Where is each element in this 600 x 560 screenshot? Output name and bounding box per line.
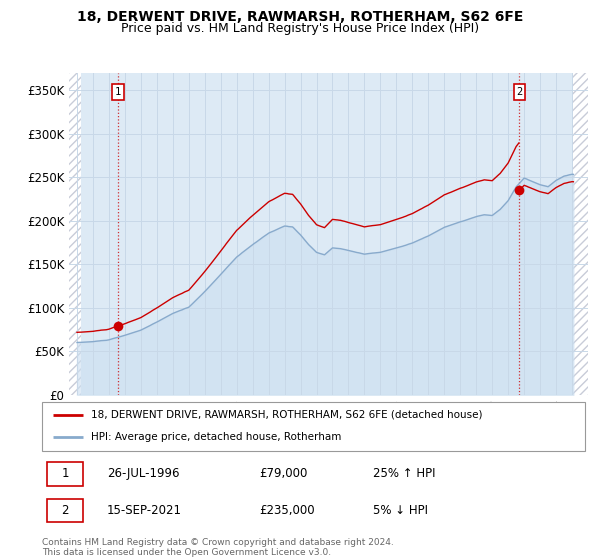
Text: 25% ↑ HPI: 25% ↑ HPI	[373, 468, 436, 480]
Text: Contains HM Land Registry data © Crown copyright and database right 2024.
This d: Contains HM Land Registry data © Crown c…	[42, 538, 394, 557]
Text: 18, DERWENT DRIVE, RAWMARSH, ROTHERHAM, S62 6FE: 18, DERWENT DRIVE, RAWMARSH, ROTHERHAM, …	[77, 10, 523, 24]
Text: £79,000: £79,000	[259, 468, 308, 480]
Text: 1: 1	[115, 87, 121, 97]
FancyBboxPatch shape	[47, 498, 83, 522]
FancyBboxPatch shape	[47, 462, 83, 486]
Text: 26-JUL-1996: 26-JUL-1996	[107, 468, 179, 480]
Text: 15-SEP-2021: 15-SEP-2021	[107, 504, 182, 517]
FancyBboxPatch shape	[42, 402, 585, 451]
Text: Price paid vs. HM Land Registry's House Price Index (HPI): Price paid vs. HM Land Registry's House …	[121, 22, 479, 35]
Bar	[69, 73, 81, 395]
Text: 1: 1	[61, 468, 69, 480]
Text: 5% ↓ HPI: 5% ↓ HPI	[373, 504, 428, 517]
Text: 2: 2	[517, 87, 523, 97]
Text: HPI: Average price, detached house, Rotherham: HPI: Average price, detached house, Roth…	[91, 432, 341, 442]
Bar	[572, 73, 588, 395]
Text: 18, DERWENT DRIVE, RAWMARSH, ROTHERHAM, S62 6FE (detached house): 18, DERWENT DRIVE, RAWMARSH, ROTHERHAM, …	[91, 410, 482, 420]
Text: 2: 2	[61, 504, 69, 517]
Text: £235,000: £235,000	[259, 504, 315, 517]
